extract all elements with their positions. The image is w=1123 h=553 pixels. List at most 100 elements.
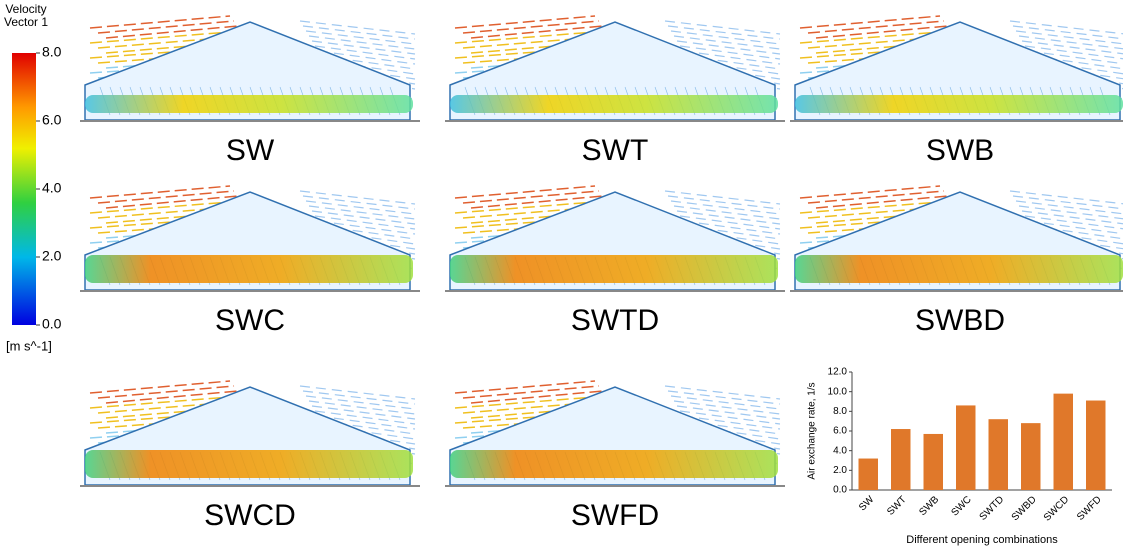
colorbar-tick-label: 4.0 [42,180,62,196]
x-tick-label: SWFD [1075,494,1104,523]
y-tick-label: 6.0 [833,426,847,437]
cfd-panel [80,180,420,295]
flow-streak [664,385,781,400]
flow-band [85,95,413,113]
colorbar-tick-label: 8.0 [42,44,62,60]
flow-streak [676,210,781,225]
flow-streak [1009,20,1123,35]
flow-streak [679,215,781,230]
flow-streak [89,30,243,44]
flow-streak [1021,210,1123,225]
flow-streak [97,20,235,34]
flow-streak [299,20,416,35]
flow-streak [308,205,416,220]
cfd-panel [790,10,1123,125]
flow-streak [682,50,781,65]
flow-streak [89,185,231,199]
flow-streak [1012,195,1123,210]
flow-streak [302,25,416,40]
flow-band [85,450,413,478]
flow-streak [676,405,781,420]
flow-streak [1009,190,1123,205]
colorbar [12,53,36,325]
flow-streak [317,220,416,235]
y-tick-label: 8.0 [833,406,847,417]
flow-streak [311,405,416,420]
flow-streak [1018,35,1123,50]
flow-streak [673,400,781,415]
flow-streak [807,50,969,64]
panel-label: SWCD [204,499,296,532]
flow-streak [1027,50,1123,65]
flow-streak [454,30,608,44]
flow-band [795,255,1123,283]
y-tick-label: 12.0 [828,367,848,378]
panel-label: SWTD [571,304,659,337]
cfd-panel [80,375,420,490]
panel-label: SWFD [571,499,659,532]
flow-streak [462,385,600,399]
flow-streak [454,15,596,29]
flow-streak [670,395,781,410]
y-tick-label: 2.0 [833,465,847,476]
flow-streak [799,200,953,214]
cfd-panel [445,375,785,490]
cfd-panel [445,10,785,125]
flow-streak [462,220,624,234]
y-axis-label: Air exchange rate, 1/s [807,382,818,479]
flow-streak [317,415,416,430]
flow-streak [670,200,781,215]
flow-band [450,450,778,478]
flow-band [795,95,1123,113]
flow-streak [308,400,416,415]
bar [956,405,976,490]
flow-band [450,95,778,113]
flow-streak [673,205,781,220]
bar [1021,423,1041,490]
flow-streak [667,195,781,210]
flow-streak [302,390,416,405]
x-tick-label: SWCD [1042,494,1071,523]
flow-streak [305,200,416,215]
flow-streak [664,20,781,35]
flow-streak [317,50,416,65]
panel-label: SWC [215,304,285,337]
flow-streak [664,190,781,205]
flow-streak [302,195,416,210]
x-tick-label: SWC [949,494,973,518]
bar [988,419,1008,490]
flow-streak [807,20,945,34]
flow-streak [462,190,600,204]
panel-label: SWBD [915,304,1005,337]
cfd-panel [790,180,1123,295]
flow-streak [97,190,235,204]
flow-streak [815,195,949,209]
x-tick-label: SWTD [978,494,1007,523]
panel-label: SW [226,134,275,167]
flow-streak [89,395,243,409]
flow-streak [682,220,781,235]
flow-streak [470,195,604,209]
flow-streak [454,200,608,214]
cfd-panel [445,180,785,295]
flow-streak [470,390,604,404]
flow-streak [305,395,416,410]
colorbar-title: Velocity [5,2,46,16]
flow-streak [807,220,969,234]
flow-streak [462,20,600,34]
y-tick-label: 4.0 [833,445,847,456]
flow-streak [305,30,416,45]
flow-streak [311,210,416,225]
flow-streak [314,45,416,60]
flow-streak [89,200,243,214]
flow-streak [1018,205,1123,220]
colorbar-tick-label: 6.0 [42,112,62,128]
flow-streak [454,395,608,409]
flow-streak [799,15,941,29]
bar [891,429,911,490]
flow-band [85,255,413,283]
flow-streak [454,380,596,394]
flow-streak [299,385,416,400]
flow-streak [799,185,941,199]
